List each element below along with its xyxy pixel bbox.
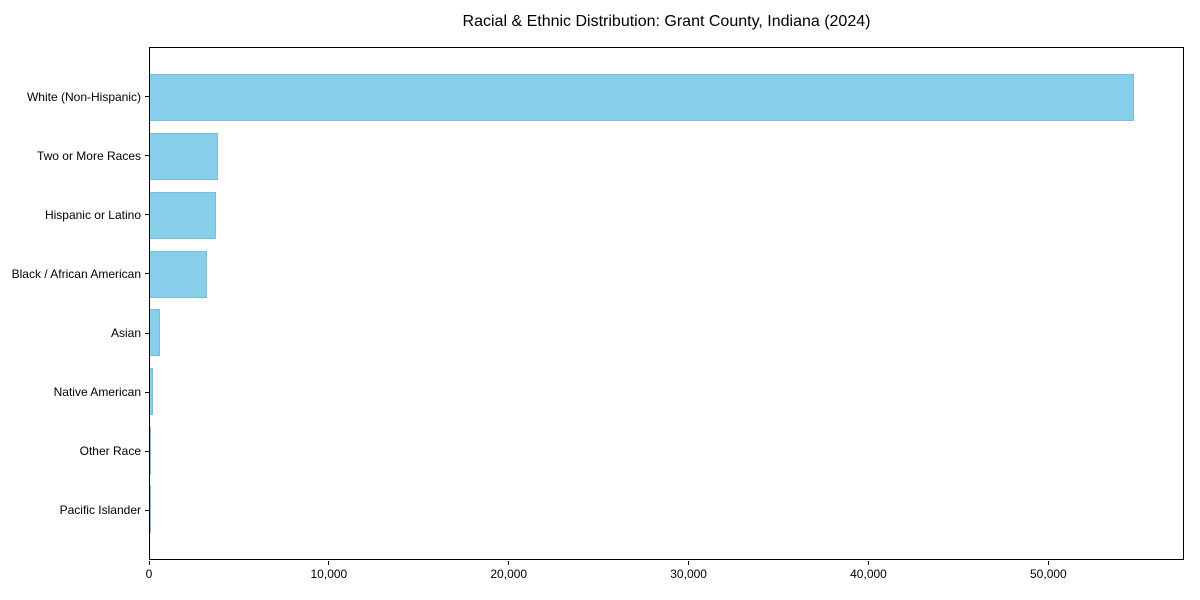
y-tick-label: Other Race — [79, 444, 141, 459]
bar — [150, 191, 217, 239]
x-tick-mark — [508, 561, 510, 565]
x-axis: 0 10,000 20,000 30,000 40,000 50,000 — [145, 561, 1184, 591]
y-tick-mark — [145, 450, 149, 452]
x-tick-label: 40,000 — [850, 567, 887, 581]
y-tick-mark — [145, 332, 149, 334]
x-tick-mark — [688, 561, 690, 565]
bar-row — [150, 68, 1183, 127]
y-tick-label: Asian — [110, 326, 141, 341]
bars-area — [150, 48, 1183, 559]
x-tick-mark — [328, 561, 330, 565]
y-row: Native American — [0, 363, 149, 422]
y-row: Asian — [0, 304, 149, 363]
bar-row — [150, 480, 1183, 539]
x-tick-mark — [867, 561, 869, 565]
x-tick-label: 0 — [145, 567, 153, 581]
y-tick-label: Two or More Races — [36, 148, 141, 163]
y-row: Pacific Islander — [0, 481, 149, 540]
y-tick-mark — [145, 273, 149, 275]
plot-area — [149, 47, 1184, 560]
bar — [150, 73, 1134, 121]
bar-row — [150, 362, 1183, 421]
bar-row — [150, 304, 1183, 363]
x-tick-label: 10,000 — [310, 567, 348, 581]
y-row: Two or More Races — [0, 126, 149, 185]
y-row: Hispanic or Latino — [0, 185, 149, 244]
y-tick-mark — [145, 214, 149, 216]
y-tick-label: Black / African American — [11, 266, 141, 281]
bar-row — [150, 127, 1183, 186]
bar — [150, 309, 160, 357]
bar-row — [150, 186, 1183, 245]
y-tick-mark — [145, 391, 149, 393]
x-tick-label: 30,000 — [670, 567, 707, 581]
x-tick-label: 50,000 — [1030, 567, 1067, 581]
y-tick-mark — [145, 155, 149, 157]
y-tick-label: Hispanic or Latino — [44, 207, 141, 222]
bar — [150, 250, 207, 298]
bar — [150, 486, 151, 534]
x-tick-mark — [1047, 561, 1049, 565]
y-row: Other Race — [0, 422, 149, 481]
y-row: Black / African American — [0, 244, 149, 303]
bar-row — [150, 245, 1183, 304]
chart-title: Racial & Ethnic Distribution: Grant Coun… — [462, 13, 871, 30]
bar — [150, 427, 152, 475]
x-tick-label: 20,000 — [490, 567, 528, 581]
bar — [150, 368, 154, 416]
x-tick-mark — [148, 561, 150, 565]
y-axis: White (Non-Hispanic) Two or More Races His… — [0, 47, 149, 560]
bar-row — [150, 421, 1183, 480]
y-tick-mark — [145, 509, 149, 511]
y-tick-label: White (Non-Hispanic) — [26, 89, 141, 104]
y-tick-label: Native American — [53, 385, 141, 400]
bar — [150, 132, 219, 180]
y-tick-label: Pacific Islander — [59, 503, 141, 518]
y-tick-mark — [145, 96, 149, 98]
y-row: White (Non-Hispanic) — [0, 67, 149, 126]
